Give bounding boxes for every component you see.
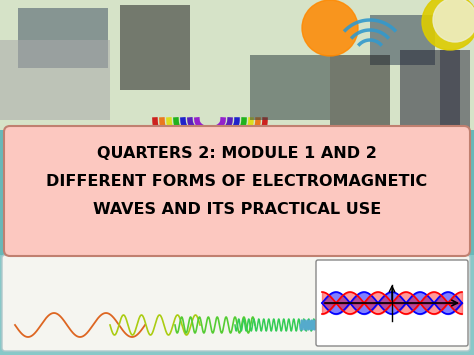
Bar bbox=[0, 255, 474, 355]
FancyBboxPatch shape bbox=[2, 255, 470, 351]
Bar bbox=[0, 0, 474, 130]
Bar bbox=[250, 55, 330, 120]
Bar bbox=[0, 130, 474, 275]
Bar bbox=[370, 15, 435, 65]
Bar bbox=[440, 50, 470, 130]
FancyBboxPatch shape bbox=[4, 126, 470, 256]
Text: WAVES AND ITS PRACTICAL USE: WAVES AND ITS PRACTICAL USE bbox=[93, 202, 381, 217]
Bar bbox=[0, 0, 474, 155]
Circle shape bbox=[433, 0, 474, 42]
Bar bbox=[0, 40, 110, 120]
Bar bbox=[400, 50, 460, 130]
Bar bbox=[0, 0, 474, 132]
Circle shape bbox=[302, 0, 358, 56]
Bar bbox=[18, 8, 108, 68]
Bar bbox=[330, 55, 390, 125]
Text: QUARTERS 2: MODULE 1 AND 2: QUARTERS 2: MODULE 1 AND 2 bbox=[97, 146, 377, 160]
Text: DIFFERENT FORMS OF ELECTROMAGNETIC: DIFFERENT FORMS OF ELECTROMAGNETIC bbox=[46, 174, 428, 189]
Circle shape bbox=[422, 0, 474, 50]
Bar bbox=[120, 5, 190, 90]
FancyBboxPatch shape bbox=[316, 260, 468, 346]
